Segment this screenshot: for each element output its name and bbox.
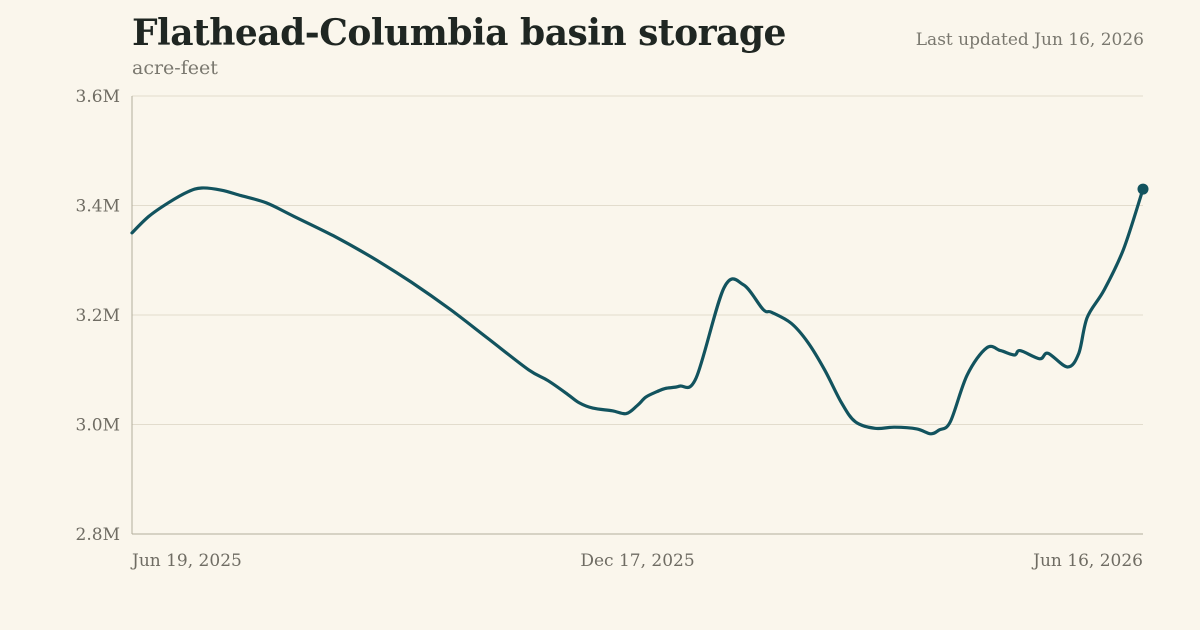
- chart-subtitle: acre-feet: [132, 57, 218, 79]
- latest-value-point: [1137, 183, 1149, 195]
- x-tick-label: Jun 16, 2026: [1031, 551, 1143, 571]
- y-tick-label: 3.4M: [76, 197, 120, 217]
- y-tick-label: 3.6M: [76, 87, 120, 107]
- page-title: Flathead-Columbia basin storage: [132, 12, 786, 54]
- storage-series-line: [130, 186, 1145, 436]
- y-tick-label: 3.0M: [76, 416, 120, 436]
- y-tick-label: 3.2M: [76, 306, 120, 326]
- last-updated-label: Last updated Jun 16, 2026: [915, 30, 1144, 50]
- axes: [131, 96, 1143, 535]
- series-group: [130, 183, 1149, 436]
- y-axis-tick-labels: 2.8M 3.0M 3.2M 3.4M 3.6M: [76, 87, 120, 545]
- x-tick-label: Jun 19, 2025: [130, 551, 242, 571]
- y-tick-label: 2.8M: [76, 525, 120, 545]
- x-tick-label: Dec 17, 2025: [580, 551, 694, 571]
- gridlines: [132, 95, 1143, 425]
- x-axis-tick-labels: Jun 19, 2025 Dec 17, 2025 Jun 16, 2026: [130, 551, 1143, 571]
